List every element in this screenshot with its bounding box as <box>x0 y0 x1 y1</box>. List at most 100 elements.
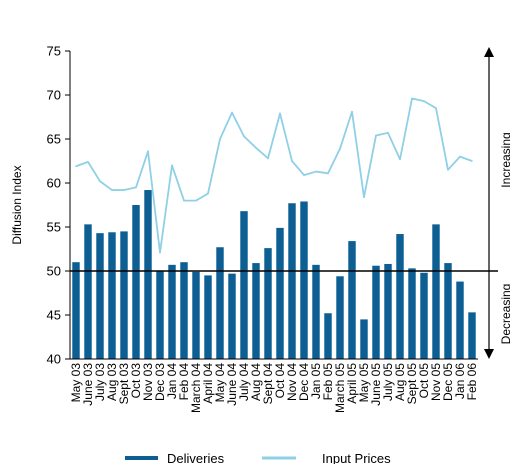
x-tick-label-sept-03: Sept 03 <box>117 363 131 405</box>
bars-layer <box>72 190 476 359</box>
point-input-prices-feb-04 <box>183 199 185 202</box>
x-tick-label-may-03: May 03 <box>69 363 83 403</box>
point-input-prices-july-05 <box>387 132 389 134</box>
bar-june-03 <box>84 224 92 359</box>
bar-dec-03 <box>156 271 164 359</box>
x-tick-label-aug-03: Aug 03 <box>105 363 119 401</box>
bar-aug-04 <box>252 263 260 359</box>
bar-feb-06 <box>468 312 476 359</box>
x-tick-label-oct-04: Oct 04 <box>273 363 287 399</box>
x-tick-label-july-04: July 04 <box>237 363 251 401</box>
x-tick-label-march-04: March 04 <box>189 363 203 413</box>
x-tick-label-dec-05: Dec 05 <box>441 363 455 401</box>
arrow-up-icon <box>484 47 494 57</box>
bar-jan-06 <box>456 281 464 359</box>
bar-april-04 <box>204 275 212 359</box>
bar-may-03 <box>72 262 80 359</box>
x-tick-label-aug-04: Aug 04 <box>249 363 263 401</box>
point-input-prices-sept-04 <box>267 157 269 160</box>
bar-nov-04 <box>288 203 296 359</box>
point-input-prices-nov-05 <box>435 107 437 109</box>
point-input-prices-sept-03 <box>123 189 125 191</box>
x-tick-label-march-05: March 05 <box>333 363 347 413</box>
x-tick-label-july-03: July 03 <box>93 363 107 401</box>
x-tick-label-april-05: April 05 <box>345 363 359 404</box>
bar-july-03 <box>96 233 104 359</box>
x-tick-label-april-04: April 04 <box>201 363 215 404</box>
bar-aug-03 <box>108 232 116 359</box>
point-input-prices-dec-03 <box>159 251 161 254</box>
bar-nov-05 <box>432 224 440 359</box>
y-axis-title: Diffusion Index <box>10 165 24 244</box>
bar-may-05 <box>360 319 368 359</box>
point-input-prices-march-05 <box>339 147 341 150</box>
point-input-prices-oct-05 <box>423 100 425 102</box>
side-indicator: Increasing Decreasing <box>484 47 510 359</box>
y-tick-label-45: 45 <box>47 308 61 323</box>
point-input-prices-jan-06 <box>459 155 461 158</box>
bar-oct-05 <box>420 272 428 359</box>
y-tick-label-60: 60 <box>47 176 61 191</box>
axes-layer <box>69 51 478 360</box>
decreasing-label: Decreasing <box>499 284 510 345</box>
point-input-prices-july-04 <box>243 135 245 138</box>
x-tick-label-sept-05: Sept 05 <box>405 363 419 405</box>
x-tick-label-aug-05: Aug 05 <box>393 363 407 401</box>
bar-aug-05 <box>396 234 404 359</box>
legend-label-deliveries: Deliveries <box>167 451 225 464</box>
bar-march-04 <box>192 271 200 359</box>
x-tick-label-feb-05: Feb 05 <box>321 363 335 401</box>
point-input-prices-aug-03 <box>111 189 113 191</box>
y-ticks-layer: 40 45 50 55 60 65 70 75 <box>47 44 70 367</box>
x-tick-label-june-03: June 03 <box>81 363 95 406</box>
line-layer <box>75 97 473 254</box>
point-input-prices-oct-03 <box>135 186 137 189</box>
x-tick-label-may-05: May 05 <box>357 363 371 403</box>
point-input-prices-june-05 <box>375 134 377 137</box>
y-tick-label-50: 50 <box>47 264 61 279</box>
x-tick-label-nov-03: Nov 03 <box>141 363 155 401</box>
point-input-prices-nov-03 <box>147 150 149 153</box>
point-input-prices-aug-04 <box>255 147 257 149</box>
bar-feb-04 <box>180 262 188 359</box>
point-input-prices-jan-04 <box>171 164 173 167</box>
increasing-label: Increasing <box>499 132 510 187</box>
bar-sept-03 <box>120 231 128 359</box>
x-tick-label-sept-04: Sept 04 <box>261 363 275 405</box>
x-tick-label-nov-05: Nov 05 <box>429 363 443 401</box>
y-tick-label-40: 40 <box>47 352 61 367</box>
point-input-prices-jan-05 <box>315 170 317 173</box>
bar-jan-04 <box>168 264 176 359</box>
x-tick-label-june-05: June 05 <box>369 363 383 406</box>
point-input-prices-aug-05 <box>399 158 401 161</box>
bar-june-04 <box>228 273 236 359</box>
y-tick-label-70: 70 <box>47 88 61 103</box>
legend: Deliveries Input Prices <box>125 451 391 466</box>
bar-oct-03 <box>132 205 140 359</box>
series-line-input-prices <box>75 97 473 254</box>
bar-may-04 <box>216 247 224 359</box>
point-input-prices-june-04 <box>231 111 233 114</box>
point-input-prices-april-05 <box>351 110 353 113</box>
bar-june-05 <box>372 265 380 359</box>
x-tick-label-feb-04: Feb 04 <box>177 363 191 401</box>
point-input-prices-march-04 <box>195 199 197 202</box>
bar-oct-04 <box>276 227 284 359</box>
bar-sept-05 <box>408 268 416 359</box>
x-tick-label-july-05: July 05 <box>381 363 395 401</box>
bar-july-05 <box>384 263 392 359</box>
bar-feb-05 <box>324 313 332 359</box>
bar-dec-04 <box>300 201 308 359</box>
point-input-prices-dec-04 <box>303 174 305 176</box>
point-input-prices-june-03 <box>87 161 89 163</box>
bar-april-05 <box>348 241 356 359</box>
x-tick-label-jan-04: Jan 04 <box>165 363 179 399</box>
point-input-prices-feb-05 <box>327 172 329 175</box>
x-tick-label-oct-05: Oct 05 <box>417 363 431 399</box>
point-input-prices-may-03 <box>75 165 77 168</box>
bar-march-05 <box>336 276 344 359</box>
point-input-prices-sept-05 <box>411 97 413 100</box>
legend-label-input-prices: Input Prices <box>322 451 391 464</box>
